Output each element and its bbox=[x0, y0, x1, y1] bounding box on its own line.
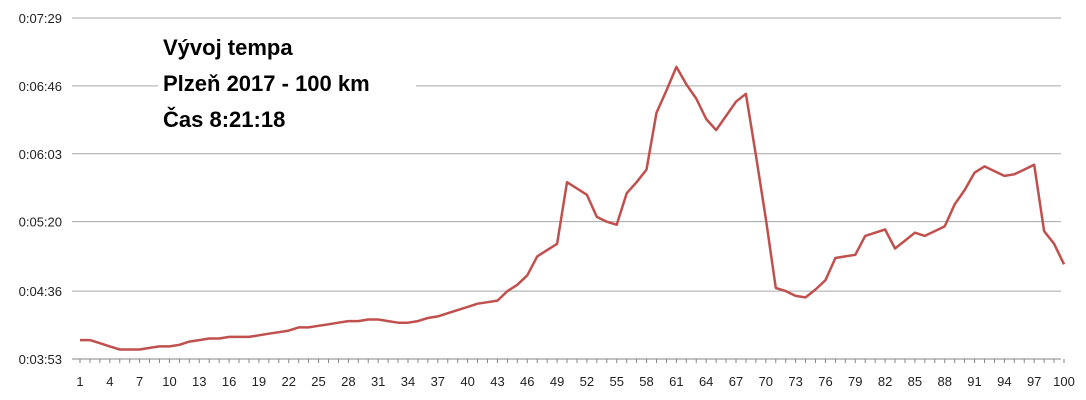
chart-title: Vývoj tempa Plzeň 2017 - 100 km Čas 8:21… bbox=[158, 28, 416, 140]
x-tick-label: 25 bbox=[311, 374, 325, 389]
x-tick-label: 34 bbox=[401, 374, 415, 389]
y-tick-label: 0:06:03 bbox=[19, 147, 62, 162]
x-tick-label: 1 bbox=[76, 374, 83, 389]
x-tick-label: 85 bbox=[908, 374, 922, 389]
title-line-1: Vývoj tempa bbox=[163, 35, 293, 60]
x-tick-label: 100 bbox=[1053, 374, 1075, 389]
x-tick-label: 58 bbox=[639, 374, 653, 389]
x-tick-label: 64 bbox=[699, 374, 713, 389]
x-tick-label: 37 bbox=[431, 374, 445, 389]
x-tick-label: 43 bbox=[490, 374, 504, 389]
x-tick-label: 91 bbox=[967, 374, 981, 389]
x-axis: 1 4 7 10 13 16 19 22 25 28 31 34 37 40 43 46 49 52 55 58 61 6… bbox=[76, 359, 1075, 389]
x-tick-label: 10 bbox=[162, 374, 176, 389]
x-tick-label: 7 bbox=[136, 374, 143, 389]
series-group bbox=[80, 65, 1066, 351]
title-line-2: Plzeň 2017 - 100 km bbox=[163, 71, 370, 96]
x-tick-label: 97 bbox=[1027, 374, 1041, 389]
x-tick-label: 22 bbox=[281, 374, 295, 389]
x-tick-label: 82 bbox=[878, 374, 892, 389]
x-tick-label: 16 bbox=[222, 374, 236, 389]
y-tick-label: 0:07:29 bbox=[19, 11, 62, 26]
x-tick-label: 55 bbox=[609, 374, 623, 389]
y-tick-label: 0:05:20 bbox=[19, 215, 62, 230]
x-tick-label: 40 bbox=[460, 374, 474, 389]
x-tick-label: 28 bbox=[341, 374, 355, 389]
x-tick-label: 52 bbox=[580, 374, 594, 389]
x-tick-label: 88 bbox=[937, 374, 951, 389]
series-line-0 bbox=[80, 65, 1066, 351]
x-tick-label: 49 bbox=[550, 374, 564, 389]
x-tick-label: 76 bbox=[818, 374, 832, 389]
y-tick-label: 0:03:53 bbox=[19, 352, 62, 367]
x-tick-label: 73 bbox=[788, 374, 802, 389]
x-tick-label: 70 bbox=[759, 374, 773, 389]
x-tick-label: 94 bbox=[997, 374, 1011, 389]
y-tick-label: 0:06:46 bbox=[19, 79, 62, 94]
x-tick-label: 31 bbox=[371, 374, 385, 389]
title-background bbox=[158, 28, 416, 140]
x-tick-label: 19 bbox=[252, 374, 266, 389]
x-tick-label: 46 bbox=[520, 374, 534, 389]
x-tick-label: 67 bbox=[729, 374, 743, 389]
y-axis: 0:03:53 0:04:36 0:05:20 0:06:03 0:06:46 0:07:… bbox=[19, 11, 62, 367]
x-tick-label: 4 bbox=[106, 374, 113, 389]
title-line-3: Čas 8:21:18 bbox=[163, 107, 285, 132]
y-tick-label: 0:04:36 bbox=[19, 284, 62, 299]
x-tick-label: 13 bbox=[192, 374, 206, 389]
x-tick-label: 79 bbox=[848, 374, 862, 389]
x-tick-label: 61 bbox=[669, 374, 683, 389]
